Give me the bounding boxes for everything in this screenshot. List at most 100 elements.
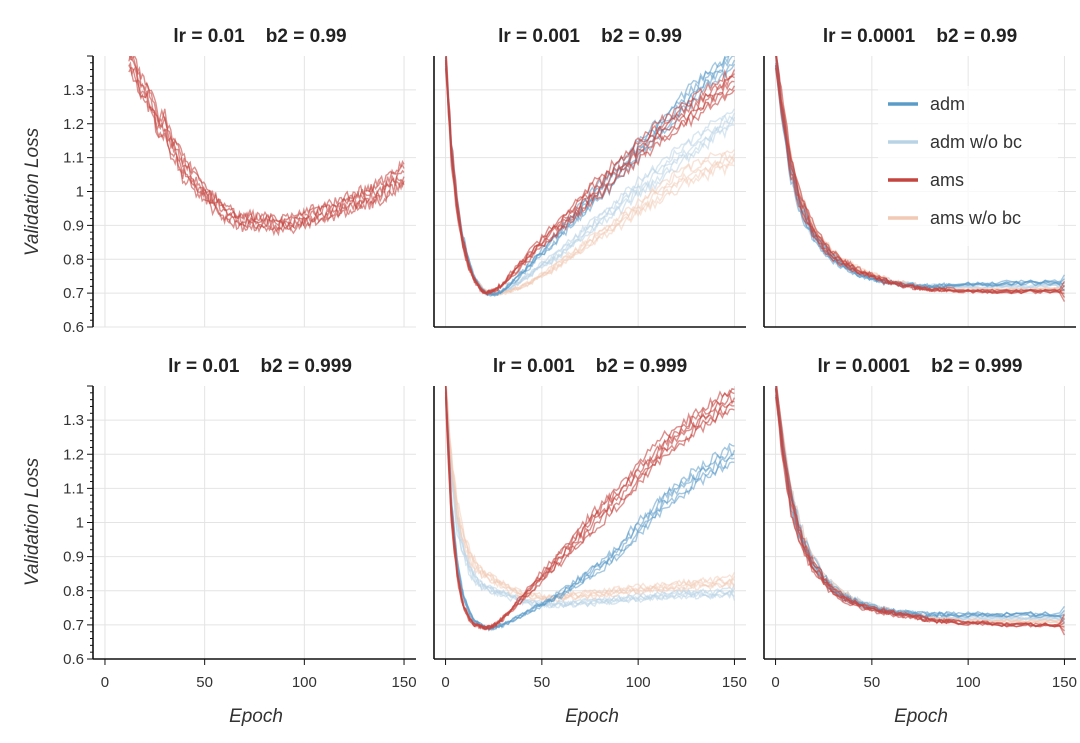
- x-tick-label: 0: [101, 674, 109, 691]
- y-tick-label: 1.3: [63, 412, 84, 429]
- legend-label-adm: adm: [930, 94, 965, 114]
- run-line-adm-w-o-bc-4: [445, 386, 736, 607]
- run-line-ams-5: [445, 56, 736, 295]
- legend-label-adm-wo-bc: adm w/o bc: [930, 132, 1022, 152]
- run-line-ams-3: [775, 386, 1065, 628]
- x-axis-label-right: Epoch: [894, 706, 948, 727]
- series-adm: [774, 386, 1065, 624]
- panel-title: lr = 0.01 b2 = 0.99: [173, 26, 346, 47]
- series-group: [444, 56, 736, 297]
- series-ams: [444, 56, 736, 296]
- y-ticks: 0.6 0.7 0.8 0.9 1 1.1 1.2 1.3: [63, 385, 93, 668]
- series-adm-w-o-bc: [774, 386, 1066, 627]
- y-tick-label: 1.1: [63, 150, 84, 167]
- run-line-adm-1: [774, 386, 1065, 620]
- x-ticks: 0 50 100 150: [101, 659, 417, 691]
- series-ams: [128, 56, 405, 237]
- x-tick-label: 100: [956, 674, 981, 691]
- series-ams-w-o-bc: [774, 386, 1066, 631]
- y-tick-label: 0.7: [63, 285, 84, 302]
- x-tick-label: 50: [534, 674, 551, 691]
- panel-title: lr = 0.01 b2 = 0.999: [168, 356, 352, 377]
- run-line-ams-0: [128, 66, 405, 237]
- y-axis-label-top: Validation Loss: [22, 127, 43, 256]
- panel-lr0.01-b2-0.999: lr = 0.01 b2 = 0.999 0.6 0.7 0.8 0.9 1 1.1 1.2…: [63, 356, 416, 691]
- run-line-adm-w-o-bc-2: [775, 386, 1065, 622]
- run-line-adm-w-o-bc-4: [775, 386, 1066, 621]
- run-line-ams-4: [445, 56, 735, 294]
- x-tick-label: 100: [626, 674, 651, 691]
- x-tick-label: 50: [196, 674, 213, 691]
- y-tick-label: 0.6: [63, 651, 84, 668]
- panel-lr0.001-b2-0.999: lr = 0.001 b2 = 0.999 0 50 100 150: [433, 356, 747, 691]
- run-line-ams-5: [776, 56, 1066, 294]
- x-tick-label: 150: [1052, 674, 1077, 691]
- y-tick-label: 1.3: [63, 82, 84, 99]
- panel-title: lr = 0.0001 b2 = 0.999: [818, 356, 1023, 377]
- run-line-adm-4: [775, 386, 1065, 618]
- y-axis-label-bottom: Validation Loss: [22, 457, 43, 586]
- run-line-adm-4: [445, 386, 735, 631]
- run-line-ams-4: [775, 386, 1065, 628]
- run-line-ams-5: [130, 56, 405, 223]
- run-line-ams-w-o-bc-3: [444, 386, 736, 600]
- y-tick-label: 1.1: [63, 480, 84, 497]
- series-group: [444, 386, 736, 632]
- x-axis-label-middle: Epoch: [565, 706, 619, 727]
- x-axis-label-left: Epoch: [229, 706, 283, 727]
- x-tick-label: 150: [722, 674, 747, 691]
- run-line-adm-w-o-bc-0: [774, 394, 1066, 627]
- panel-lr0.001-b2-0.99: lr = 0.001 b2 = 0.99: [433, 26, 746, 328]
- x-ticks: 0 50 100 150: [771, 659, 1077, 691]
- run-line-ams-0: [774, 396, 1066, 636]
- run-line-ams-w-o-bc-0: [774, 394, 1066, 631]
- panel-lr0.01-b2-0.99: lr = 0.01 b2 = 0.99 0.6 0.7 0.8 0.9 1 1.1 1.2 1…: [63, 26, 416, 336]
- run-line-ams-5: [445, 386, 735, 631]
- y-tick-label: 1: [76, 184, 84, 201]
- run-line-adm-w-o-bc-1: [774, 394, 1065, 623]
- panel-lr0.0001-b2-0.99: lr = 0.0001 b2 = 0.99 adm adm w/o bc ams…: [763, 26, 1076, 328]
- gridlines: [93, 56, 416, 328]
- gridlines: [93, 386, 416, 660]
- series-adm: [444, 386, 736, 632]
- x-ticks: 0 50 100 150: [441, 659, 747, 691]
- run-line-ams-4: [445, 386, 735, 629]
- y-tick-label: 0.9: [63, 217, 84, 234]
- run-line-adm-3: [775, 386, 1065, 618]
- run-line-ams-w-o-bc-4: [445, 386, 736, 599]
- run-line-ams-w-o-bc-0: [444, 394, 736, 602]
- y-tick-label: 0.6: [63, 319, 84, 336]
- panel-title: lr = 0.001 b2 = 0.99: [498, 26, 682, 47]
- x-tick-label: 0: [771, 674, 779, 691]
- run-line-adm-2: [774, 386, 1065, 619]
- x-tick-label: 50: [864, 674, 881, 691]
- series-ams: [774, 56, 1066, 302]
- legend-label-ams-wo-bc: ams w/o bc: [930, 208, 1021, 228]
- x-tick-label: 0: [441, 674, 449, 691]
- series-group: [774, 386, 1066, 636]
- series-adm-w-o-bc: [444, 386, 736, 609]
- series-ams: [774, 386, 1066, 636]
- run-line-ams-5: [776, 386, 1066, 628]
- y-tick-label: 0.8: [63, 583, 84, 600]
- run-line-ams-w-o-bc-2: [775, 386, 1065, 625]
- y-ticks: 0.6 0.7 0.8 0.9 1 1.1 1.2 1.3: [63, 55, 93, 336]
- panel-title: lr = 0.0001 b2 = 0.99: [823, 26, 1017, 47]
- series-group: [128, 56, 405, 237]
- series-group: [774, 56, 1066, 302]
- y-tick-label: 0.7: [63, 617, 84, 634]
- panel-lr0.0001-b2-0.999: lr = 0.0001 b2 = 0.999 0 50 100 150: [763, 356, 1077, 691]
- legend-label-ams: ams: [930, 170, 964, 190]
- run-line-adm-w-o-bc-3: [444, 386, 735, 607]
- panel-title: lr = 0.001 b2 = 0.999: [493, 356, 687, 377]
- y-tick-label: 1: [76, 515, 84, 532]
- x-tick-label: 150: [392, 674, 417, 691]
- run-line-ams-1: [774, 388, 1065, 632]
- legend: adm adm w/o bc ams ams w/o bc: [878, 86, 1058, 246]
- run-line-adm-0: [774, 394, 1065, 624]
- run-line-ams-w-o-bc-3: [775, 386, 1065, 624]
- run-line-ams-w-o-bc-4: [775, 386, 1066, 624]
- y-tick-label: 1.2: [63, 446, 84, 463]
- series-ams-w-o-bc: [444, 386, 736, 603]
